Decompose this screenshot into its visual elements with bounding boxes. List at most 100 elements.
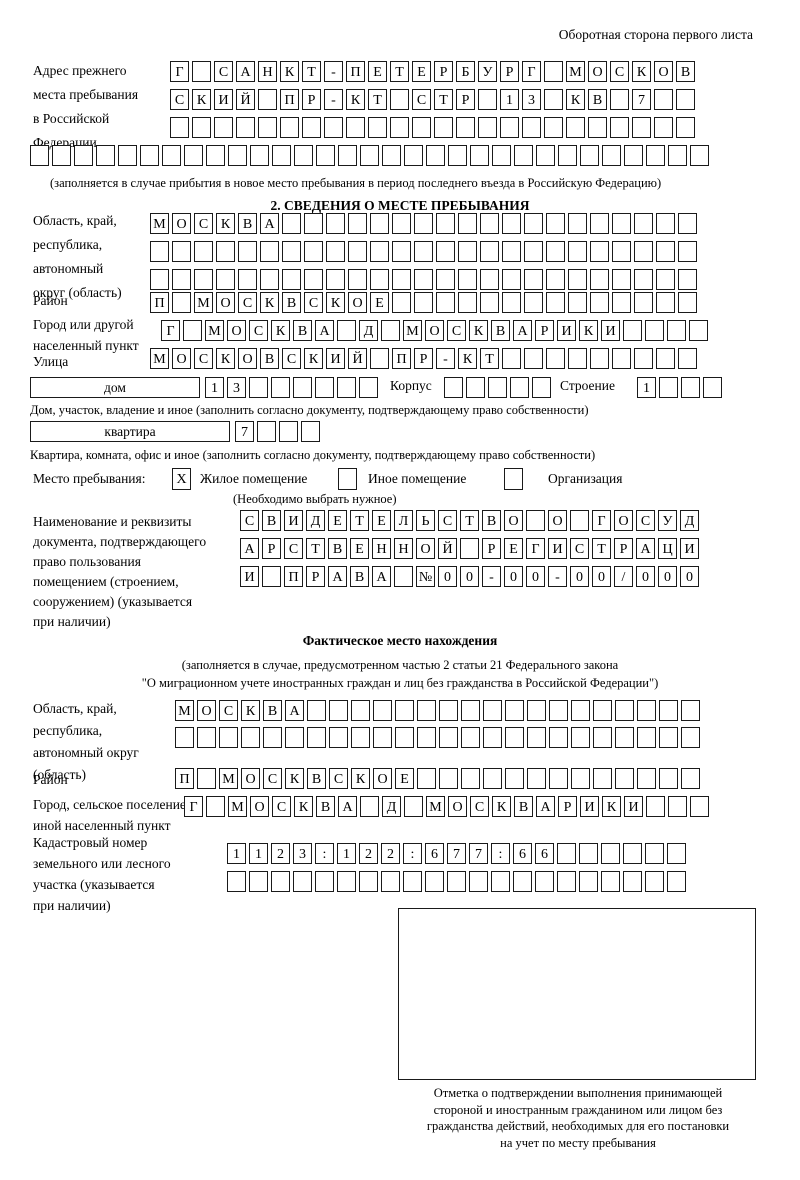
char-cell[interactable]: У [658,510,677,531]
char-cell[interactable]: И [680,538,699,559]
char-cell[interactable] [659,727,678,748]
char-cell[interactable]: 3 [522,89,541,110]
char-cell[interactable]: Е [368,61,387,82]
char-cell[interactable] [637,768,656,789]
char-cell[interactable] [263,727,282,748]
char-cell[interactable] [601,871,620,892]
char-cell[interactable] [612,348,631,369]
char-cell[interactable]: О [238,348,257,369]
char-cell[interactable]: С [282,348,301,369]
char-cell[interactable] [370,348,389,369]
char-cell[interactable] [513,871,532,892]
char-cell[interactable] [370,241,389,262]
char-cell[interactable]: Г [526,538,545,559]
char-cell[interactable]: К [632,61,651,82]
char-cell[interactable]: С [570,538,589,559]
char-cell[interactable]: К [260,292,279,313]
char-cell[interactable]: К [241,700,260,721]
char-cell[interactable] [524,241,543,262]
char-cell[interactable] [183,320,202,341]
char-cell[interactable] [329,727,348,748]
char-cell[interactable] [612,241,631,262]
char-cell[interactable]: А [338,796,357,817]
char-cell[interactable] [456,117,475,138]
char-cell[interactable]: Т [460,510,479,531]
char-cell[interactable] [623,843,642,864]
char-cell[interactable]: О [348,292,367,313]
char-cell[interactable]: 1 [337,843,356,864]
char-cell[interactable] [593,768,612,789]
char-cell[interactable]: М [219,768,238,789]
char-cell[interactable]: Е [328,510,347,531]
char-cell[interactable]: П [392,348,411,369]
char-cell[interactable]: № [416,566,435,587]
char-cell[interactable] [546,348,565,369]
char-cell[interactable]: 3 [227,377,246,398]
char-cell[interactable]: В [293,320,312,341]
char-cell[interactable]: М [566,61,585,82]
char-cell[interactable] [527,700,546,721]
char-cell[interactable] [238,241,257,262]
char-cell[interactable]: С [194,348,213,369]
char-cell[interactable] [522,117,541,138]
char-cell[interactable] [676,89,695,110]
char-cell[interactable] [634,213,653,234]
char-cell[interactable] [461,700,480,721]
char-cell[interactable]: А [240,538,259,559]
char-cell[interactable] [197,768,216,789]
char-cell[interactable] [646,796,665,817]
char-cell[interactable]: О [448,796,467,817]
char-cell[interactable]: С [263,768,282,789]
char-cell[interactable] [546,241,565,262]
char-cell[interactable]: П [150,292,169,313]
char-cell[interactable]: И [580,796,599,817]
char-cell[interactable] [359,377,378,398]
char-cell[interactable] [659,700,678,721]
char-cell[interactable] [417,700,436,721]
char-cell[interactable]: О [654,61,673,82]
char-cell[interactable] [271,377,290,398]
char-cell[interactable] [590,269,609,290]
char-cell[interactable]: С [636,510,655,531]
char-cell[interactable]: С [214,61,233,82]
char-cell[interactable] [436,241,455,262]
char-cell[interactable] [645,320,664,341]
char-cell[interactable] [466,377,485,398]
char-cell[interactable] [436,292,455,313]
char-cell[interactable] [480,269,499,290]
char-cell[interactable] [392,241,411,262]
char-cell[interactable]: А [285,700,304,721]
char-cell[interactable]: О [250,796,269,817]
char-cell[interactable]: Р [306,566,325,587]
char-cell[interactable]: Р [482,538,501,559]
char-cell[interactable]: Р [434,61,453,82]
char-cell[interactable] [524,292,543,313]
char-cell[interactable] [392,213,411,234]
char-cell[interactable] [634,292,653,313]
char-cell[interactable] [392,269,411,290]
char-cell[interactable] [258,89,277,110]
char-cell[interactable]: К [346,89,365,110]
char-cell[interactable] [373,727,392,748]
char-cell[interactable]: С [238,292,257,313]
char-cell[interactable] [346,117,365,138]
char-cell[interactable]: Е [504,538,523,559]
char-cell[interactable]: 6 [425,843,444,864]
char-cell[interactable]: В [491,320,510,341]
char-cell[interactable] [483,768,502,789]
char-cell[interactable] [260,241,279,262]
char-cell[interactable] [360,796,379,817]
char-cell[interactable] [656,213,675,234]
char-cell[interactable] [593,727,612,748]
char-cell[interactable]: И [214,89,233,110]
char-cell[interactable]: С [470,796,489,817]
char-cell[interactable] [458,292,477,313]
char-cell[interactable] [392,292,411,313]
char-cell[interactable] [568,348,587,369]
char-cell[interactable] [678,292,697,313]
char-cell[interactable]: В [263,700,282,721]
